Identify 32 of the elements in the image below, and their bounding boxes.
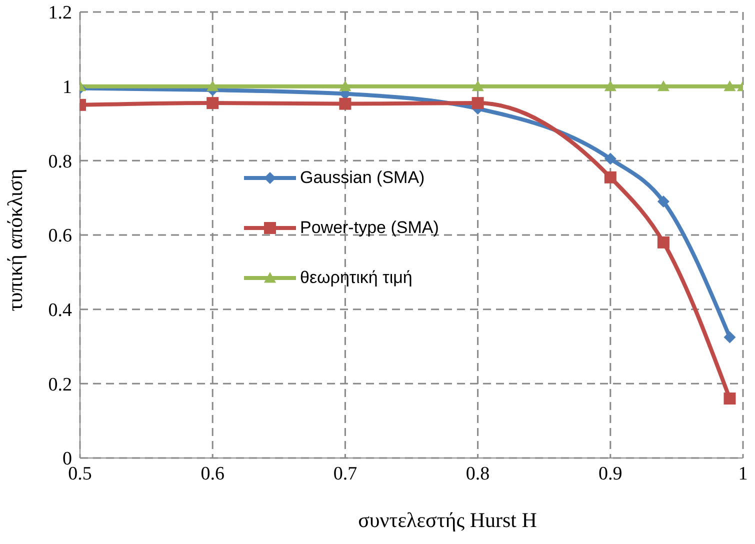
y-tick-label: 0.8 — [48, 151, 72, 172]
y-tick-label: 1 — [62, 77, 72, 98]
point — [339, 98, 352, 110]
point — [339, 80, 352, 92]
x-tick-label: 1 — [738, 463, 748, 484]
point — [604, 80, 616, 92]
point — [206, 80, 219, 92]
point — [657, 236, 670, 248]
x-tick-label: 0.5 — [68, 463, 92, 484]
point — [206, 97, 219, 110]
point — [724, 392, 736, 405]
point — [604, 171, 616, 184]
legend-label: Gaussian (SMA) — [300, 168, 425, 188]
x-axis-title: συντελεστής Hurst H — [357, 508, 538, 533]
x-tick-label: 0.9 — [598, 463, 622, 484]
point — [657, 196, 670, 208]
x-tick-label: 0.8 — [466, 463, 490, 484]
y-tick-label: 0.6 — [48, 226, 72, 247]
y-axis-title: τυπική απόκλιση — [3, 168, 27, 312]
y-tick-label: 0.4 — [48, 300, 72, 322]
point — [472, 97, 484, 110]
y-tick-label: 1.2 — [48, 2, 72, 24]
point — [472, 80, 484, 92]
point — [657, 80, 670, 92]
y-tick-label: 0.2 — [48, 374, 72, 396]
legend-label: θεωρητική τιμή — [300, 268, 412, 288]
point — [724, 80, 736, 92]
x-tick-label: 0.6 — [200, 463, 224, 484]
point — [604, 152, 616, 165]
x-tick-label: 0.7 — [333, 463, 358, 484]
legend-label: Power-type (SMA) — [300, 218, 439, 238]
point — [724, 331, 736, 344]
